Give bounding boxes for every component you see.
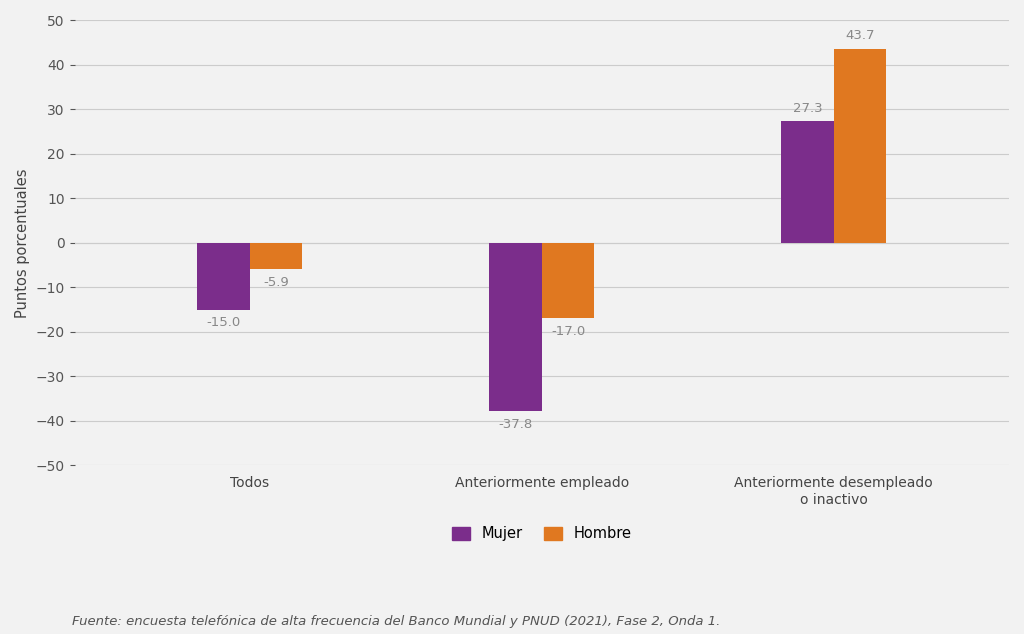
Legend: Mujer, Hombre: Mujer, Hombre bbox=[446, 521, 637, 547]
Text: -15.0: -15.0 bbox=[206, 316, 241, 329]
Bar bbox=[781, 122, 834, 243]
Text: -37.8: -37.8 bbox=[499, 418, 532, 430]
Bar bbox=[834, 49, 887, 243]
Text: Fuente: encuesta telefónica de alta frecuencia del Banco Mundial y PNUD (2021), : Fuente: encuesta telefónica de alta frec… bbox=[72, 614, 720, 628]
Text: 43.7: 43.7 bbox=[846, 29, 874, 42]
Text: -5.9: -5.9 bbox=[263, 276, 289, 289]
Text: 27.3: 27.3 bbox=[793, 102, 822, 115]
Bar bbox=[489, 243, 542, 411]
Bar bbox=[198, 243, 250, 309]
Bar bbox=[542, 243, 594, 318]
Text: -17.0: -17.0 bbox=[551, 325, 585, 338]
Bar bbox=[250, 243, 302, 269]
Y-axis label: Puntos porcentuales: Puntos porcentuales bbox=[15, 168, 30, 318]
